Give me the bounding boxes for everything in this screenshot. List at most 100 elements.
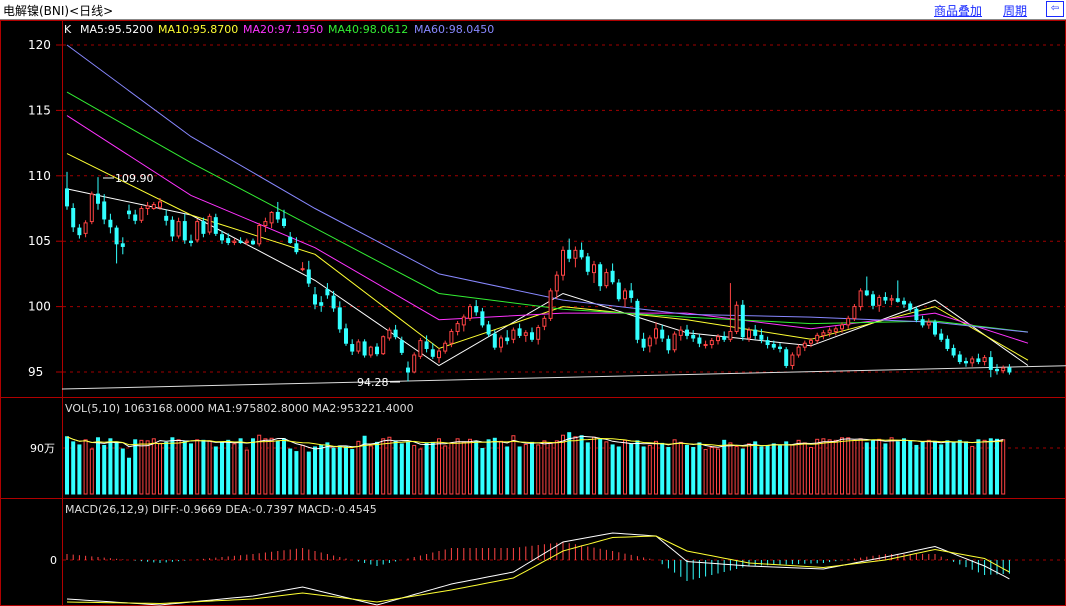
macd-line-dea [66,535,1010,605]
volume-bar [474,440,479,495]
volume-bar [728,442,733,495]
candle-body [697,337,702,344]
volume-bar [108,438,113,495]
volume-bar [765,445,770,495]
candle-body [616,282,621,300]
candle-body [852,306,857,319]
candle-body [238,240,243,244]
price-tick-label: 95 [28,365,43,379]
candle-body [387,329,392,339]
candle-body [344,328,348,344]
volume-bar [387,436,392,495]
ma10-label: MA10:95.8700 [158,23,238,36]
candle-body [424,341,429,349]
volume-bar [697,442,702,495]
volume-bar [418,448,423,495]
candle-body [294,243,299,253]
volume-bar [412,444,417,495]
high-marker: 109.90 [115,172,154,185]
candle-body [821,332,826,336]
volume-bar [306,451,311,495]
candle-body [877,296,882,306]
candle-body [269,211,274,224]
overlay-link[interactable]: 商品叠加 [934,4,983,18]
candle-body [207,215,212,233]
candle-body [778,346,782,349]
candle-body [182,221,187,241]
volume-bar [300,444,305,495]
back-icon[interactable]: ⇦ [1046,1,1064,17]
candle-body [610,270,615,283]
candle-body [257,225,262,245]
candle-body [722,336,727,340]
volume-bar [232,443,237,495]
volume-bar [114,441,119,495]
candle-body [461,316,466,326]
candle-body [548,290,553,319]
volume-bar [381,438,386,495]
low-marker: 94.28 [357,376,389,389]
candle-body [114,227,119,245]
candle-body [65,188,69,207]
candle-body [350,344,355,352]
candle-body [443,342,448,352]
candle-body [846,317,851,326]
candle-body [709,340,714,346]
volume-bar [437,438,441,495]
candle-body [914,308,919,321]
candle-body [133,214,138,221]
ma40-label: MA40:98.0612 [328,23,408,36]
volume-bar [443,445,448,495]
candle-body [908,303,913,310]
volume-bar [864,442,869,495]
macd-label: MACD(26,12,9) DIFF:-0.9669 DEA:-0.7397 M… [65,503,377,516]
volume-bar [641,446,646,495]
volume-bar [554,440,559,495]
candle-body [579,249,584,258]
candle-body [108,219,113,228]
ma5-label: MA5:95.5200 [80,23,153,36]
stock-chart[interactable]: 95 100 105 110 115 120 K MA5:95.5200 MA10:95.… [0,20,1066,606]
volume-bar [660,442,665,495]
volume-bar [585,442,590,495]
volume-bar [368,445,373,495]
period-link[interactable]: 周期 [1003,4,1028,18]
volume-bar [337,445,342,495]
candle-body [641,338,646,348]
volume-bar [852,439,857,495]
volume-bar [288,448,293,495]
volume-bar [511,435,516,495]
volume-bar [213,446,218,495]
volume-bar [666,446,671,495]
candle-body [561,249,565,276]
volume-bar [734,445,739,495]
volume-bar [96,437,100,495]
volume-label: VOL(5,10) 1063168.0000 MA1:975802.8000 M… [65,402,414,415]
volume-bar [399,443,404,495]
volume-bar [536,444,541,495]
volume-bar [691,446,696,495]
volume-bar [542,440,547,495]
volume-bar [802,442,807,495]
candle-body [964,361,968,364]
volume-bar [871,440,875,495]
ma-line-ma20 [66,115,1029,344]
volume-bar [449,442,454,495]
volume-bar [926,439,931,495]
candle-body [895,298,900,302]
trend-line [61,365,1066,390]
candle-body [480,311,485,326]
candle-body [672,333,677,351]
volume-bar [629,443,634,495]
candle-body [920,319,925,326]
volume-bar [430,441,435,495]
candle-body [728,330,733,340]
candle-body [430,349,435,357]
volume-bar [709,446,714,495]
volume-bar [647,444,652,495]
candle-body [251,240,255,245]
candle-body [158,201,162,208]
volume-bar [83,439,88,495]
candle-body [164,215,169,221]
volume-bar [908,440,913,495]
